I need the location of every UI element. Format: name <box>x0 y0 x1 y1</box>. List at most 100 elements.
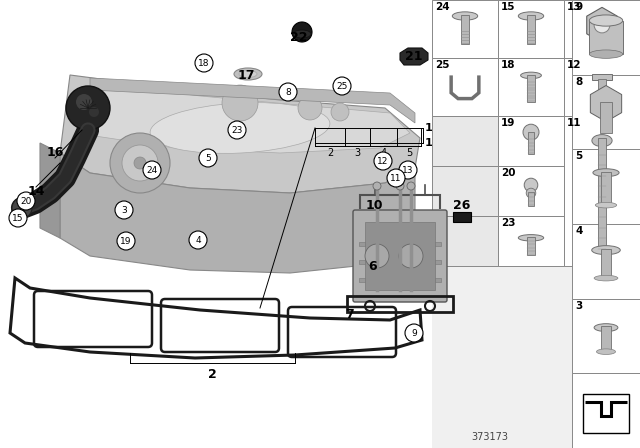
Bar <box>527 75 535 102</box>
Text: 373173: 373173 <box>472 432 509 442</box>
Ellipse shape <box>293 30 311 38</box>
Text: 2: 2 <box>327 148 333 158</box>
Bar <box>528 132 534 154</box>
Ellipse shape <box>594 324 618 332</box>
Bar <box>498 116 564 166</box>
Text: 12: 12 <box>567 60 582 70</box>
Bar <box>432 0 498 58</box>
Polygon shape <box>60 75 420 193</box>
Circle shape <box>399 161 417 179</box>
Circle shape <box>526 188 536 198</box>
Bar <box>528 192 534 206</box>
Text: 25: 25 <box>336 82 348 90</box>
Bar <box>572 373 640 448</box>
Circle shape <box>298 96 322 120</box>
Circle shape <box>115 201 133 219</box>
Text: 1: 1 <box>425 138 433 148</box>
Text: 18: 18 <box>501 60 515 70</box>
Bar <box>572 149 640 224</box>
Circle shape <box>333 77 351 95</box>
Text: 6: 6 <box>369 259 378 272</box>
Bar <box>498 58 564 116</box>
Bar <box>572 75 640 149</box>
Circle shape <box>373 182 381 190</box>
Text: 7: 7 <box>344 307 353 320</box>
Bar <box>0 0 432 448</box>
Circle shape <box>365 244 389 268</box>
Circle shape <box>374 152 392 170</box>
Ellipse shape <box>239 70 257 78</box>
Text: 3: 3 <box>121 206 127 215</box>
Circle shape <box>279 83 297 101</box>
Text: 11: 11 <box>390 173 402 182</box>
Bar <box>572 224 640 299</box>
Bar <box>432 0 640 448</box>
Text: 5: 5 <box>575 151 582 161</box>
Ellipse shape <box>520 72 541 79</box>
Text: 12: 12 <box>378 156 388 165</box>
Polygon shape <box>95 83 410 153</box>
Polygon shape <box>90 78 415 123</box>
Bar <box>600 103 612 134</box>
Bar <box>589 21 623 54</box>
Bar <box>601 249 611 279</box>
Bar <box>564 0 640 58</box>
Text: 26: 26 <box>453 198 470 211</box>
Circle shape <box>405 324 423 342</box>
Text: 2: 2 <box>207 368 216 381</box>
Circle shape <box>9 209 27 227</box>
Circle shape <box>222 85 258 121</box>
Circle shape <box>199 149 217 167</box>
Text: 14: 14 <box>28 185 45 198</box>
Bar <box>583 394 629 433</box>
Text: 13: 13 <box>567 2 582 12</box>
Bar <box>527 15 535 44</box>
Bar <box>359 242 441 246</box>
Bar <box>432 166 498 216</box>
Circle shape <box>523 124 539 140</box>
Text: 10: 10 <box>365 198 383 211</box>
Bar <box>432 58 498 116</box>
Bar <box>453 212 471 222</box>
Text: 15: 15 <box>501 2 515 12</box>
Circle shape <box>524 178 538 192</box>
Bar <box>572 0 640 75</box>
Text: 4: 4 <box>575 226 582 236</box>
Ellipse shape <box>518 235 544 241</box>
Circle shape <box>331 103 349 121</box>
Circle shape <box>134 157 146 169</box>
Bar <box>564 116 640 266</box>
Circle shape <box>12 198 32 218</box>
Circle shape <box>110 133 170 193</box>
Ellipse shape <box>593 169 619 177</box>
Ellipse shape <box>150 103 330 153</box>
Ellipse shape <box>592 134 612 146</box>
Ellipse shape <box>518 12 544 20</box>
Ellipse shape <box>596 349 616 354</box>
Circle shape <box>17 192 35 210</box>
Bar <box>527 237 535 255</box>
Polygon shape <box>40 143 60 238</box>
Circle shape <box>195 54 213 72</box>
Text: 17: 17 <box>237 69 255 82</box>
Bar <box>601 327 611 353</box>
Circle shape <box>396 182 404 190</box>
FancyBboxPatch shape <box>353 210 447 302</box>
Text: 8: 8 <box>285 87 291 96</box>
Ellipse shape <box>234 68 262 80</box>
Text: 18: 18 <box>198 59 210 68</box>
Text: 8: 8 <box>575 77 582 86</box>
Text: 21: 21 <box>405 49 423 63</box>
Circle shape <box>407 182 415 190</box>
Circle shape <box>122 145 158 181</box>
Text: 9: 9 <box>575 2 582 12</box>
Bar <box>593 74 612 80</box>
Circle shape <box>399 244 423 268</box>
Text: 19: 19 <box>120 237 132 246</box>
Ellipse shape <box>595 202 617 208</box>
Text: 11: 11 <box>567 118 582 128</box>
Circle shape <box>66 86 110 130</box>
Text: 4: 4 <box>195 236 201 245</box>
Text: 20: 20 <box>20 197 32 206</box>
Ellipse shape <box>452 12 477 20</box>
